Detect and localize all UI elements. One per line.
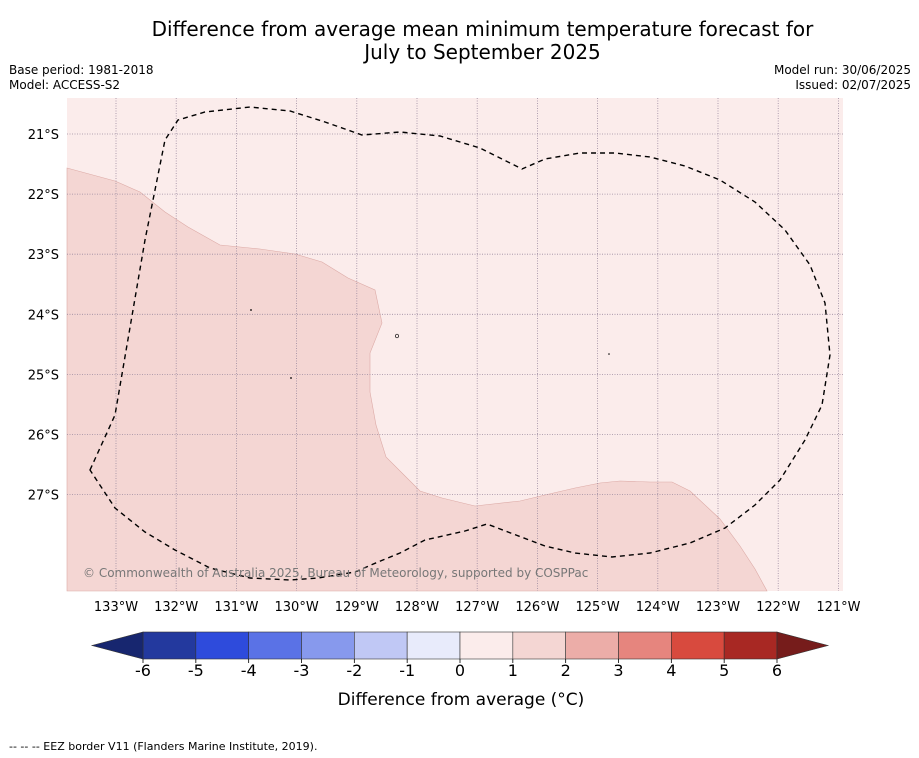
issued-date: Issued: 02/07/2025 xyxy=(795,78,911,92)
colorbar-tick-label: -1 xyxy=(399,661,415,680)
colorbar: -6 -5 -4 -3 -2 -1 0 1 2 3 4 5 6 xyxy=(90,631,830,680)
latitude-label: 27°S xyxy=(28,489,59,504)
longitude-label: 125°W xyxy=(576,600,620,615)
colorbar-tick-label: 0 xyxy=(455,661,465,680)
colorbar-swatch xyxy=(301,631,355,660)
colorbar-swatch xyxy=(459,631,514,660)
latitude-labels: 21°S 22°S 23°S 24°S 25°S 26°S 27°S xyxy=(28,128,59,504)
colorbar-swatch xyxy=(618,631,672,660)
colorbar-tick-label: -4 xyxy=(241,661,257,680)
colorbar-tick-label: 5 xyxy=(719,661,729,680)
colorbar-tick-label: 6 xyxy=(772,661,782,680)
colorbar-swatch xyxy=(142,631,197,660)
longitude-label: 122°W xyxy=(756,600,800,615)
colorbar-tick-label: 3 xyxy=(613,661,623,680)
latitude-label: 22°S xyxy=(28,188,59,203)
graticule xyxy=(67,98,843,591)
latitude-label: 21°S xyxy=(28,128,59,143)
longitude-labels: 133°W 132°W 131°W 130°W 129°W 128°W 127°W 126°W… xyxy=(94,600,861,615)
longitude-label: 126°W xyxy=(515,600,559,615)
colorbar-swatch xyxy=(512,631,566,660)
map-title: Difference from average mean minimum tem… xyxy=(0,18,919,64)
colorbar-swatch xyxy=(723,631,778,660)
metadata-left: Base period: 1981-2018 Model: ACCESS-S2 xyxy=(9,63,154,93)
colorbar-swatch xyxy=(354,631,408,660)
model-run: Model run: 30/06/2025 xyxy=(773,63,911,77)
colorbar-over-arrow xyxy=(776,631,830,660)
longitude-label: 130°W xyxy=(275,600,319,615)
colorbar-tick-label: -6 xyxy=(135,661,151,680)
longitude-label: 131°W xyxy=(214,600,258,615)
colorbar-swatch xyxy=(406,631,461,660)
latitude-label: 26°S xyxy=(28,429,59,444)
longitude-label: 121°W xyxy=(816,600,860,615)
colorbar-tick-label: -2 xyxy=(346,661,362,680)
latitude-label: 25°S xyxy=(28,368,59,383)
latitude-label: 24°S xyxy=(28,308,59,323)
colorbar-swatch xyxy=(671,631,725,660)
island-marker xyxy=(250,309,252,311)
base-period: Base period: 1981-2018 xyxy=(9,63,154,77)
longitude-label: 133°W xyxy=(94,600,138,615)
eez-border xyxy=(89,106,831,581)
model-name: Model: ACCESS-S2 xyxy=(9,78,121,92)
island-marker xyxy=(395,333,399,339)
colorbar-tick-label: 1 xyxy=(508,661,518,680)
region-1-to-2 xyxy=(66,167,768,592)
colorbar-tick-label: 4 xyxy=(666,661,676,680)
eez-footnote: -- -- -- EEZ border V11 (Flanders Marine… xyxy=(9,740,318,753)
colorbar-tick-label: -5 xyxy=(188,661,204,680)
colorbar-tick-label: -3 xyxy=(294,661,310,680)
island-marker xyxy=(290,377,292,379)
longitude-label: 123°W xyxy=(696,600,740,615)
colorbar-under-arrow xyxy=(90,631,144,660)
longitude-label: 128°W xyxy=(395,600,439,615)
longitude-label: 124°W xyxy=(636,600,680,615)
latitude-label: 23°S xyxy=(28,248,59,263)
longitude-label: 132°W xyxy=(154,600,198,615)
colorbar-swatch xyxy=(565,631,619,660)
colorbar-swatch xyxy=(248,631,302,660)
colorbar-label: Difference from average (°C) xyxy=(338,690,585,710)
title-line-2: July to September 2025 xyxy=(364,40,601,64)
title-line-1: Difference from average mean minimum tem… xyxy=(151,17,814,41)
colorbar-tick-label: 2 xyxy=(561,661,571,680)
colorbar-swatch xyxy=(195,631,249,660)
copyright-text: © Commonwealth of Australia 2025, Bureau… xyxy=(83,566,588,580)
island-marker xyxy=(608,353,610,355)
metadata-right: Model run: 30/06/2025 Issued: 02/07/2025 xyxy=(774,63,911,93)
longitude-label: 129°W xyxy=(335,600,379,615)
longitude-label: 127°W xyxy=(455,600,499,615)
